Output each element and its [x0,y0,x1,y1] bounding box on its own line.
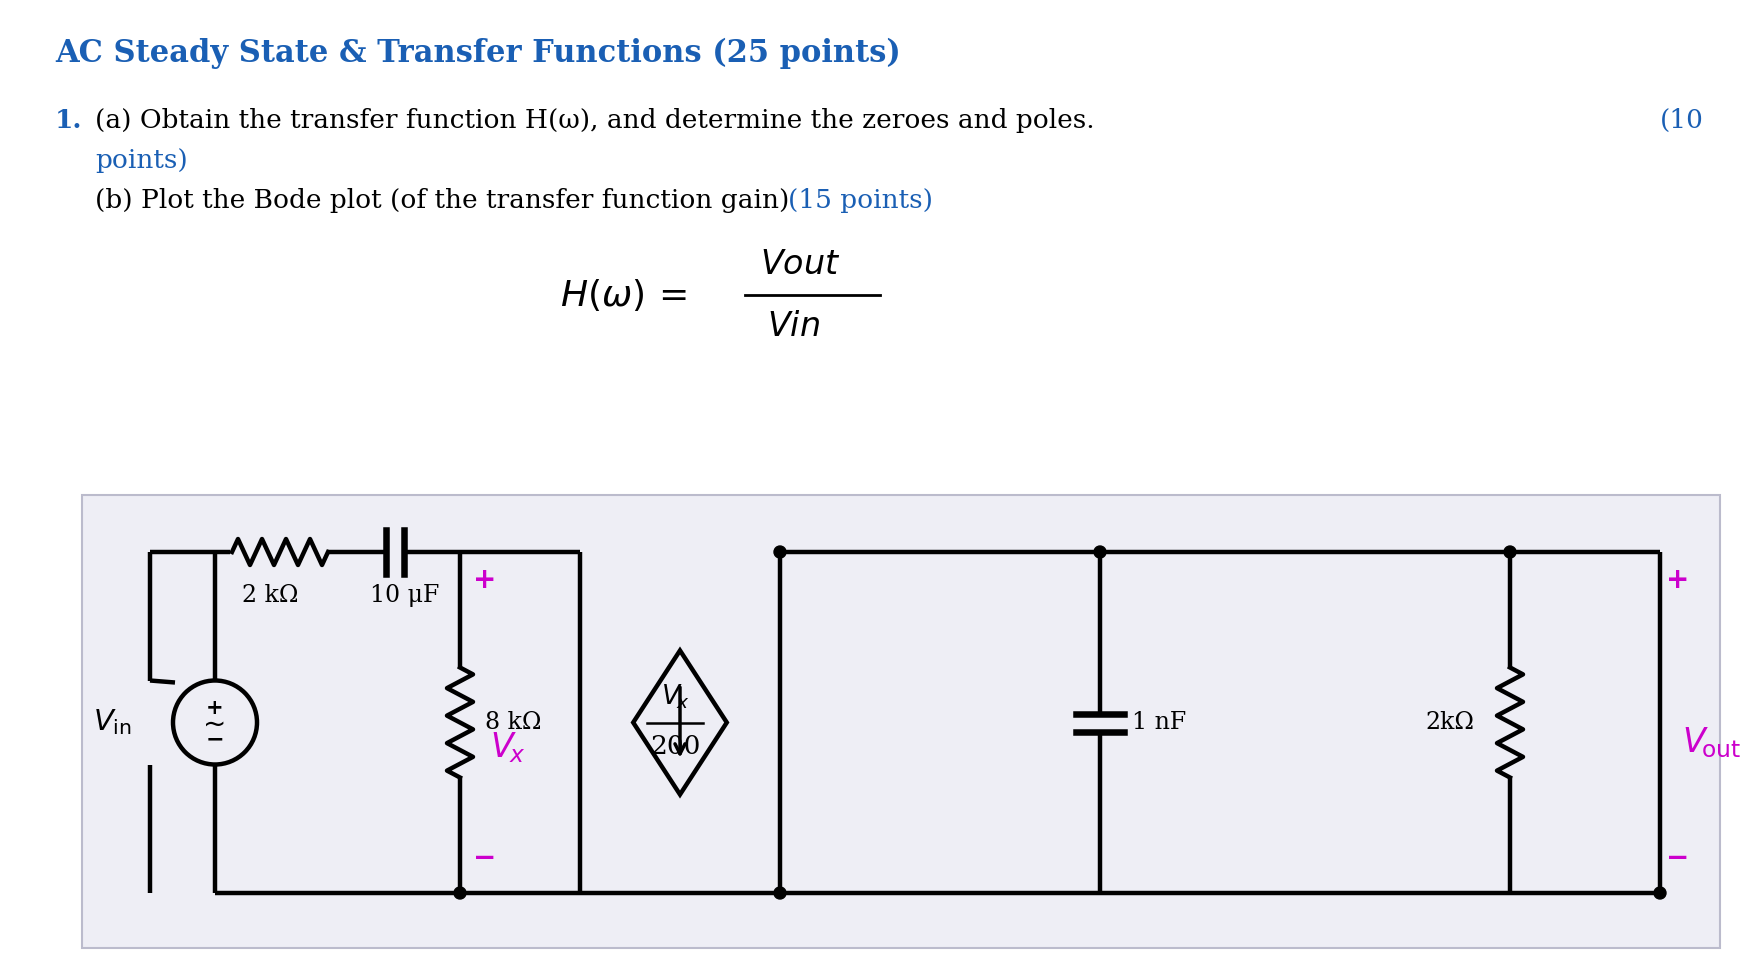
Text: $H(\omega)\,=\,$: $H(\omega)\,=\,$ [559,277,686,313]
Circle shape [1505,546,1515,558]
Text: $\mathit{V}_{\mathrm{in}}$: $\mathit{V}_{\mathrm{in}}$ [93,708,132,737]
Circle shape [453,887,466,899]
Text: +: + [1667,566,1690,594]
Circle shape [1094,546,1106,558]
Text: 8 kΩ: 8 kΩ [485,711,542,734]
Text: points): points) [95,148,187,173]
Text: $Vin$: $Vin$ [767,311,820,343]
Circle shape [774,546,787,558]
Text: ~: ~ [203,711,228,738]
Text: AC Steady State & Transfer Functions (25 points): AC Steady State & Transfer Functions (25… [55,38,901,69]
Text: +: + [206,698,224,719]
Text: +: + [473,566,497,594]
Text: 200: 200 [649,734,700,759]
Text: 2kΩ: 2kΩ [1425,711,1475,734]
Text: −: − [473,844,497,872]
Circle shape [774,887,787,899]
Text: 1 nF: 1 nF [1132,711,1185,734]
Text: −: − [206,729,224,750]
Text: 1.: 1. [55,108,83,133]
Text: $Vout$: $Vout$ [760,249,840,281]
Circle shape [1655,887,1665,899]
Text: (15 points): (15 points) [789,188,933,213]
FancyBboxPatch shape [81,495,1720,948]
Text: $\mathit{V}_{\!\mathit{x}}$: $\mathit{V}_{\!\mathit{x}}$ [490,730,526,764]
Text: $\mathit{V}_{\!\mathit{x}}$: $\mathit{V}_{\!\mathit{x}}$ [662,682,690,711]
Text: (a) Obtain the transfer function H(ω), and determine the zeroes and poles.: (a) Obtain the transfer function H(ω), a… [95,108,1095,133]
Text: $\mathit{V}_{\!\mathrm{out}}$: $\mathit{V}_{\!\mathrm{out}}$ [1683,725,1741,760]
Text: 10 μF: 10 μF [370,584,439,607]
Text: (10: (10 [1660,108,1704,133]
Text: (b) Plot the Bode plot (of the transfer function gain): (b) Plot the Bode plot (of the transfer … [95,188,789,213]
Text: 2 kΩ: 2 kΩ [242,584,298,607]
Text: −: − [1667,844,1690,872]
